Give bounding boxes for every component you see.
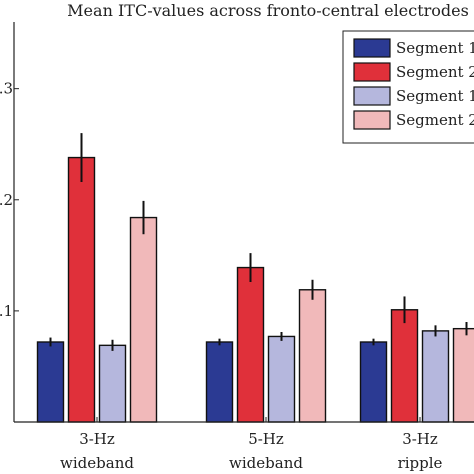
- y-tick-label: .3: [0, 80, 13, 98]
- legend: Segment 1 - Segment 2 - Segment 1 - Segment…: [342, 30, 474, 144]
- x-tick-label-line2: wideband: [229, 454, 303, 472]
- legend-label: Segment 2 -: [396, 111, 474, 129]
- bars-layer: [36, 133, 474, 423]
- bar: [36, 341, 65, 423]
- x-tick-label-line1: 3-Hz: [402, 430, 438, 448]
- legend-label: Segment 2 -: [396, 63, 474, 81]
- bar: [205, 341, 234, 423]
- bar: [98, 344, 127, 423]
- chart-title: Mean ITC-values across fronto-central el…: [67, 1, 469, 20]
- bar: [267, 335, 296, 423]
- y-tick-label: .1: [0, 302, 13, 320]
- legend-label: Segment 1 -: [396, 39, 474, 57]
- legend-label: Segment 1 -: [396, 87, 474, 105]
- axes-layer: .1 .2 .3 3-Hz wideband 5-Hz wideband 3-Hz ripple: [0, 22, 474, 472]
- legend-swatch: [353, 38, 391, 58]
- bar: [67, 156, 96, 423]
- legend-swatch: [353, 110, 391, 130]
- bar: [236, 266, 265, 423]
- bar: [390, 309, 419, 423]
- x-tick-label-line1: 3-Hz: [79, 430, 115, 448]
- x-tick-label-line2: wideband: [60, 454, 134, 472]
- bar: [129, 216, 158, 423]
- y-tick-label: .2: [0, 191, 13, 209]
- legend-swatch: [353, 86, 391, 106]
- bar: [452, 327, 474, 423]
- bar: [359, 341, 388, 423]
- bar: [298, 289, 327, 423]
- x-tick-label-line2: ripple: [398, 454, 443, 472]
- legend-swatch: [353, 62, 391, 82]
- bar: [421, 330, 450, 423]
- x-tick-label-line1: 5-Hz: [248, 430, 284, 448]
